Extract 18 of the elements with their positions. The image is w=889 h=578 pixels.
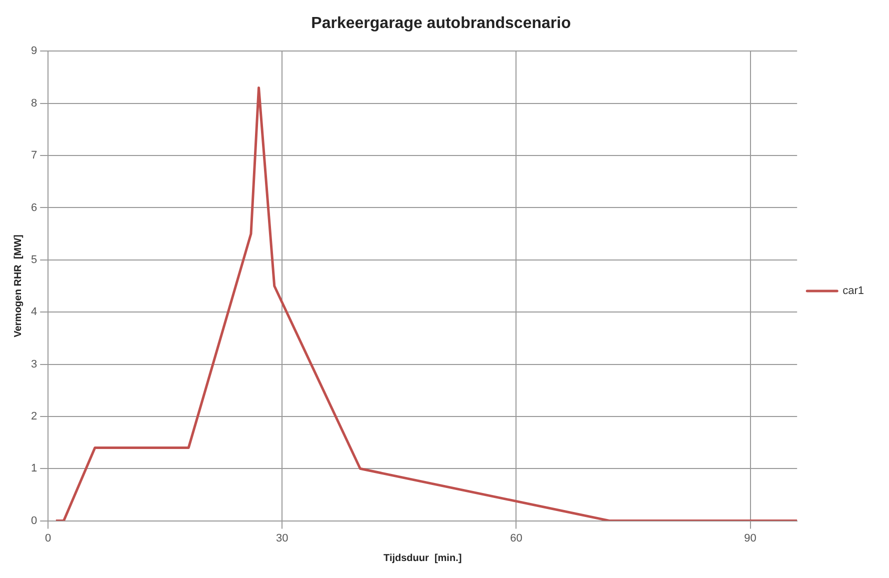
x-tick-label: 60 [510,532,522,544]
y-tick-label: 8 [30,97,38,110]
chart-title: Parkeergarage autobrandscenario [311,15,572,32]
x-tick-label: 0 [45,532,52,544]
y-tick-label: 7 [30,150,38,162]
y-axis-title: Vermogen RHR [MW] [12,234,24,338]
y-tick-label: 2 [30,410,38,422]
y-tick-label: 9 [30,45,38,58]
legend-label: car1 [842,285,864,298]
x-axis-title: Tijdsduur [min.] [384,552,462,564]
x-tick-label: 90 [744,532,756,544]
y-tick-label: 5 [30,254,38,266]
y-tick-label: 4 [30,306,38,318]
y-tick-label: 6 [30,202,38,214]
x-tick-label: 30 [276,532,288,544]
y-tick-label: 1 [30,462,38,475]
y-tick-label: 0 [30,514,38,527]
y-tick-label: 3 [30,358,38,370]
